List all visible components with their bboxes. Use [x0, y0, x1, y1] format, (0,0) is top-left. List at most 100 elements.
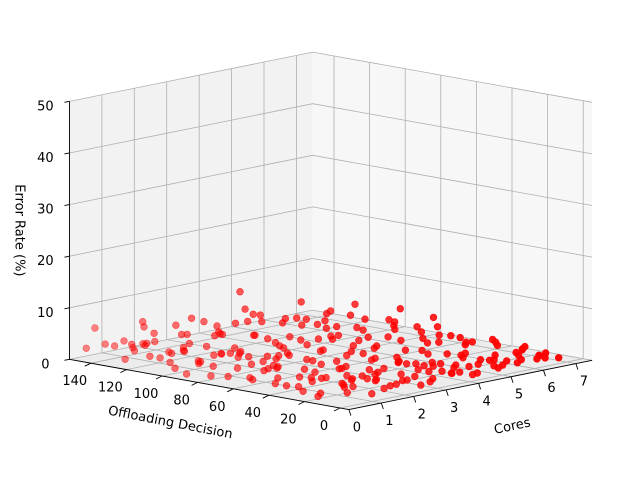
- scatter-point: [343, 371, 351, 380]
- scatter-point: [269, 361, 278, 370]
- x-tick: [413, 396, 417, 403]
- scatter-point: [259, 357, 267, 366]
- scatter-point: [278, 319, 287, 327]
- scatter-point: [110, 342, 119, 350]
- scatter-point: [447, 332, 455, 340]
- scatter-point: [151, 337, 159, 346]
- scatter-point: [447, 369, 456, 377]
- scatter-point: [195, 359, 203, 368]
- scatter-point: [264, 335, 272, 343]
- y-tick-label: 60: [209, 400, 226, 415]
- axes-panes: [69, 52, 593, 410]
- scatter-point: [397, 336, 405, 345]
- scatter-point: [465, 362, 473, 371]
- scatter-point: [429, 362, 437, 370]
- scatter-point: [333, 322, 341, 331]
- scatter-point: [263, 352, 272, 360]
- scatter-point: [166, 358, 174, 367]
- scatter-point: [317, 360, 325, 368]
- axes-lines: [68, 101, 593, 411]
- scatter-point: [456, 368, 464, 376]
- scatter-point: [120, 337, 128, 345]
- scatter-point: [490, 362, 498, 370]
- scatter-point: [313, 320, 322, 329]
- y-tick: [226, 388, 234, 393]
- scatter-point: [349, 382, 357, 391]
- y-tick-label: 80: [173, 393, 190, 408]
- x-tick-label: 6: [547, 381, 555, 396]
- x-tick: [575, 363, 579, 370]
- scatter-point: [359, 326, 367, 334]
- scatter-point: [200, 317, 208, 326]
- y-tick: [298, 401, 305, 406]
- scatter-point: [474, 360, 482, 368]
- scatter-point: [351, 300, 359, 308]
- scatter-point: [177, 330, 186, 339]
- scatter-point: [403, 376, 411, 384]
- scatter-point: [348, 375, 357, 383]
- scatter-point: [293, 314, 301, 322]
- y-tick-label: 40: [245, 406, 262, 421]
- z-gridline: [69, 154, 593, 206]
- z-tick: [64, 307, 70, 310]
- scatter-point: [517, 355, 525, 364]
- scatter-point: [322, 324, 331, 332]
- scatter-point: [286, 333, 294, 341]
- scatter-point: [297, 298, 305, 306]
- scatter-point: [233, 364, 242, 372]
- x-tick-label: 4: [482, 394, 490, 409]
- y-tick: [120, 369, 127, 374]
- scatter-point: [401, 346, 410, 354]
- y-tick-label: 0: [320, 419, 328, 434]
- scatter-point: [425, 367, 433, 376]
- scatter-point: [182, 370, 191, 378]
- scatter-point: [541, 354, 549, 362]
- scatter-point: [443, 350, 451, 358]
- x-tick: [510, 376, 514, 383]
- scatter-point: [429, 313, 438, 322]
- scatter-point: [367, 356, 376, 364]
- scatter-point: [359, 349, 367, 358]
- x-tick-label: 1: [385, 414, 393, 429]
- scatter-point: [271, 379, 279, 388]
- scatter-point: [462, 338, 470, 346]
- scatter-point: [156, 354, 164, 362]
- scatter-point: [411, 372, 419, 381]
- x-axis-line: [348, 359, 593, 411]
- x-tick: [478, 383, 482, 390]
- scatter-point: [129, 343, 137, 352]
- scatter-point: [392, 380, 400, 388]
- scatter-point: [343, 351, 351, 360]
- scatter-point: [185, 339, 194, 348]
- scatter-point: [251, 331, 259, 339]
- scatter-point: [361, 315, 369, 323]
- scatter-point: [140, 323, 148, 331]
- scatter-point: [343, 389, 351, 397]
- y-tick-label: 120: [98, 381, 123, 396]
- scatter-point: [314, 335, 323, 343]
- scatter-point: [245, 353, 253, 361]
- scatter-point: [146, 352, 154, 360]
- scatter-point: [322, 373, 330, 382]
- scatter-point: [314, 392, 322, 401]
- scatter-point: [363, 375, 371, 383]
- z-tick-label: 0: [41, 357, 49, 372]
- scatter-point: [209, 362, 217, 370]
- scatter-point: [236, 349, 244, 357]
- x-tick-label: 5: [515, 388, 523, 403]
- scatter-point: [418, 346, 426, 355]
- z-tick: [64, 358, 70, 361]
- y-gridline: [90, 55, 335, 364]
- scatter-point: [171, 364, 179, 372]
- scatter-point: [413, 323, 421, 331]
- x-tick: [380, 402, 384, 410]
- x-tick: [543, 370, 546, 377]
- scatter-point: [303, 355, 311, 364]
- x-tick-label: 7: [580, 375, 588, 390]
- z-tick: [64, 152, 70, 155]
- scatter-point: [554, 354, 563, 362]
- scatter-point: [321, 317, 329, 325]
- scatter-point: [319, 346, 327, 354]
- scatter-point: [365, 366, 373, 374]
- x-tick-label: 0: [353, 421, 361, 436]
